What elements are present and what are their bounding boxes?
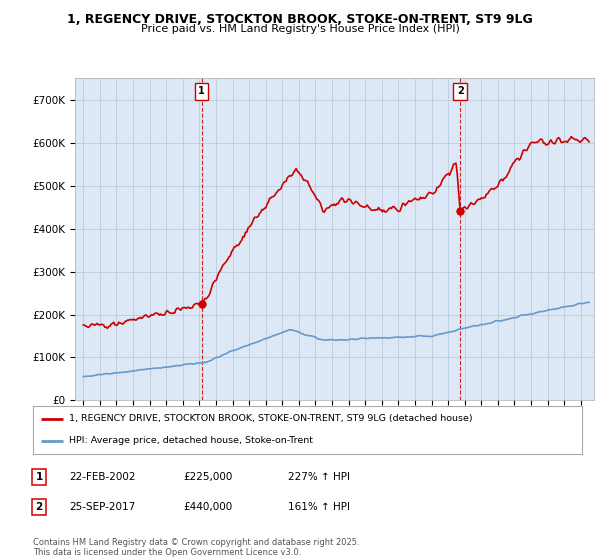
Text: 25-SEP-2017: 25-SEP-2017	[69, 502, 135, 512]
Text: 227% ↑ HPI: 227% ↑ HPI	[288, 472, 350, 482]
Text: 161% ↑ HPI: 161% ↑ HPI	[288, 502, 350, 512]
Text: 22-FEB-2002: 22-FEB-2002	[69, 472, 136, 482]
Text: Contains HM Land Registry data © Crown copyright and database right 2025.
This d: Contains HM Land Registry data © Crown c…	[33, 538, 359, 557]
Text: 1, REGENCY DRIVE, STOCKTON BROOK, STOKE-ON-TRENT, ST9 9LG: 1, REGENCY DRIVE, STOCKTON BROOK, STOKE-…	[67, 13, 533, 26]
Text: 1, REGENCY DRIVE, STOCKTON BROOK, STOKE-ON-TRENT, ST9 9LG (detached house): 1, REGENCY DRIVE, STOCKTON BROOK, STOKE-…	[68, 414, 472, 423]
Text: 1: 1	[198, 86, 205, 96]
Text: 2: 2	[35, 502, 43, 512]
Text: Price paid vs. HM Land Registry's House Price Index (HPI): Price paid vs. HM Land Registry's House …	[140, 24, 460, 34]
Text: 2: 2	[457, 86, 464, 96]
Text: £225,000: £225,000	[183, 472, 232, 482]
Text: HPI: Average price, detached house, Stoke-on-Trent: HPI: Average price, detached house, Stok…	[68, 436, 313, 445]
Text: £440,000: £440,000	[183, 502, 232, 512]
Text: 1: 1	[35, 472, 43, 482]
